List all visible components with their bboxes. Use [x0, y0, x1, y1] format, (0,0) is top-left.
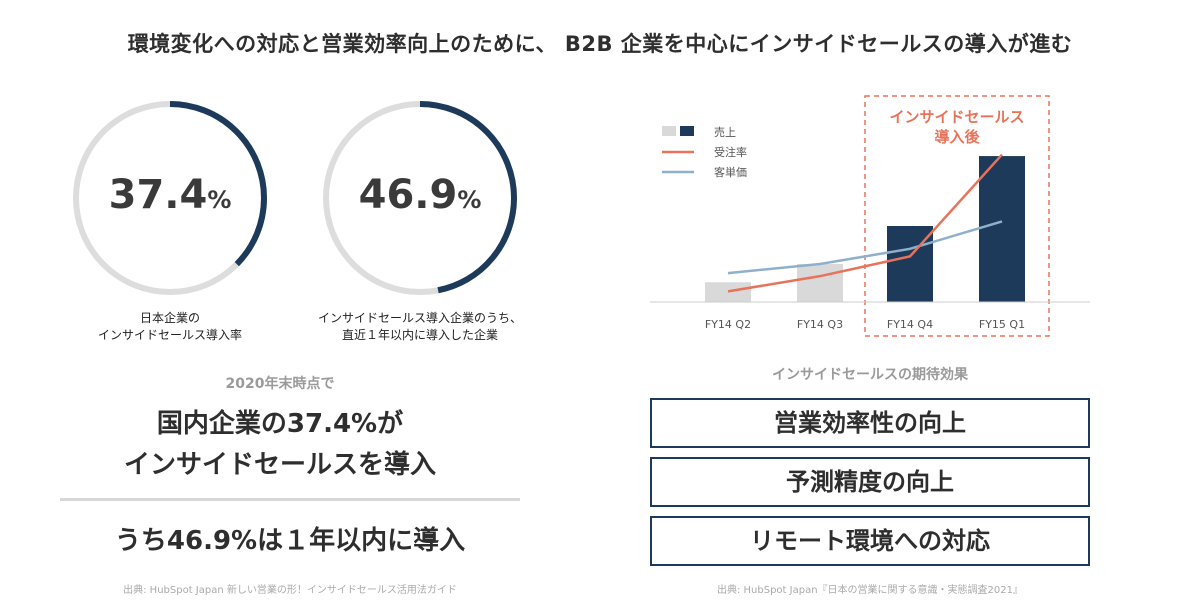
donut-percentage: 37.4%: [70, 172, 270, 218]
summary-subtitle: 2020年末時点で: [225, 376, 335, 392]
summary-line: インサイドセールスを導入: [123, 450, 436, 480]
series-line-conversion: [727, 153, 1003, 293]
divider: [60, 498, 520, 501]
donut-ring: [323, 101, 517, 295]
percent-sign: %: [457, 186, 482, 214]
legend-label: 受注率: [714, 145, 747, 159]
bar: [797, 264, 843, 302]
x-tick-label: FY14 Q2: [705, 318, 751, 331]
legend-swatch-bar-before: [662, 126, 676, 136]
donut-chart-import-rate: 37.4%: [70, 98, 270, 298]
summary-footnote: うち46.9%は１年以内に導入: [114, 526, 466, 556]
page-title: 環境変化への対応と営業効率向上のために、 B2B 企業を中心にインサイドセールス…: [127, 32, 1073, 56]
annotation-label: インサイドセールス: [889, 108, 1024, 126]
summary-headline: 国内企業の37.4%が インサイドセールスを導入: [40, 404, 520, 486]
legend-swatch-bar-after: [680, 126, 694, 136]
annotation-label: 導入後: [934, 128, 980, 146]
x-tick-label: FY14 Q4: [887, 318, 933, 331]
donut-caption: インサイドセールス導入企業のうち、 直近１年以内に導入した企業: [290, 310, 550, 344]
donut-value-arc: [323, 101, 517, 295]
donut-caption-line: 直近１年以内に導入した企業: [341, 328, 498, 342]
effect-item: 営業効率性の向上: [650, 398, 1090, 448]
donut-chart-recent-import: 46.9%: [320, 98, 520, 298]
effect-item: リモート環境への対応: [650, 516, 1090, 566]
series-line-unit-price: [727, 220, 1003, 275]
donut-caption-line: インサイドセールス導入企業のうち、: [317, 311, 522, 325]
annotation-box: [864, 95, 1050, 337]
effect-item: 予測精度の向上: [650, 457, 1090, 507]
source-right: 出典: HubSpot Japan『日本の営業に関する意識・実態調査2021』: [716, 585, 1023, 596]
legend-label: 客単価: [714, 165, 747, 179]
source-left: 出典: HubSpot Japan 新しい営業の形！インサイドセールス活用法ガイ…: [123, 585, 457, 596]
legend-label: 売上: [714, 126, 736, 139]
summary-line: 国内企業の37.4%が: [156, 409, 404, 439]
effects-title: インサイドセールスの期待効果: [772, 367, 968, 383]
x-tick-label: FY14 Q3: [797, 318, 843, 331]
donut-number: 37.4: [108, 172, 208, 218]
donut-number: 46.9: [358, 172, 458, 218]
bar: [705, 282, 751, 302]
donut-ring: [73, 101, 267, 295]
donut-value-arc: [73, 101, 267, 295]
sales-chart: FY14 Q2 FY14 Q3 FY14 Q4 FY15 Q1 インサイドセールス導入後…: [650, 95, 1090, 337]
percent-sign: %: [207, 186, 232, 214]
donut-percentage: 46.9%: [320, 172, 520, 218]
donut-caption-line: 日本企業の: [139, 311, 200, 325]
x-tick-label: FY15 Q1: [979, 318, 1025, 331]
bar: [979, 156, 1025, 302]
donut-caption-line: インサイドセールス導入率: [97, 328, 242, 342]
donut-caption: 日本企業の インサイドセールス導入率: [70, 310, 270, 344]
